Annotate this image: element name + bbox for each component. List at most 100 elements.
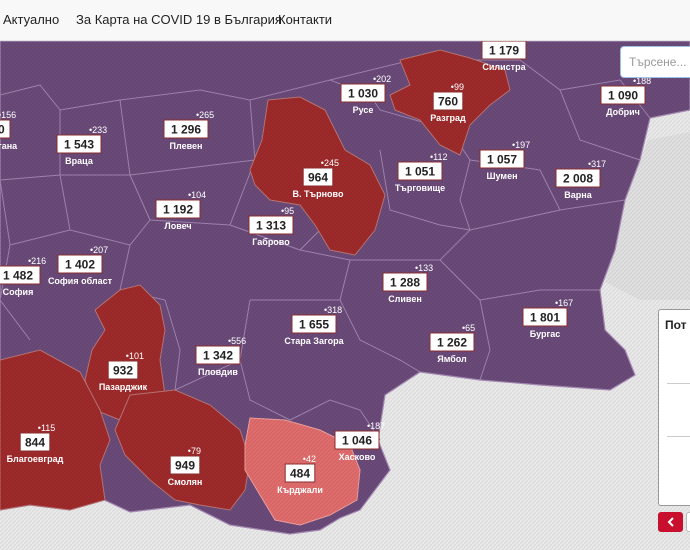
active-cases-value: 1 402 (65, 258, 95, 272)
active-cases-value: 1 313 (256, 219, 286, 233)
value-box (107, 360, 139, 380)
new-cases-value: •104 (188, 190, 206, 200)
new-cases-value: •167 (555, 298, 573, 308)
region-label[interactable]: 1 342 •556 Пловдив (195, 336, 246, 377)
value-box (397, 161, 443, 181)
region-name: Хасково (339, 452, 376, 462)
active-cases-value: 00 (0, 123, 5, 137)
region-label[interactable]: 1 192 •104 Ловеч (155, 190, 206, 231)
new-cases-value: •95 (281, 206, 294, 216)
region-name: Пазарджик (99, 382, 148, 392)
value-box (382, 272, 428, 292)
region-name: В. Търново (293, 189, 344, 199)
region-label[interactable]: 1 482 •216 София (0, 256, 46, 297)
region-label[interactable]: 1 296 •265 Плевен (163, 110, 214, 151)
info-panel: Пот (658, 309, 690, 506)
region-label[interactable]: 2 008 •317 Варна (555, 159, 606, 200)
nav-link-about-map[interactable]: За Карта на COVID 19 в България (76, 12, 282, 27)
active-cases-value: 1 030 (348, 87, 378, 101)
region-label[interactable]: 1 262 •65 Ямбол (429, 323, 475, 364)
value-box (56, 134, 102, 154)
active-cases-value: 1 179 (489, 44, 519, 58)
region-label[interactable]: 1 090 •188 Добрич (600, 76, 651, 117)
region-label[interactable]: 1 046 •187 Хасково (334, 421, 385, 462)
new-cases-value: •112 (430, 152, 448, 162)
new-cases-value: •556 (228, 336, 246, 346)
active-cases-value: 1 342 (203, 349, 233, 363)
top-navigation: Актуално За Карта на COVID 19 в България… (0, 0, 690, 41)
chevron-left-icon (667, 517, 674, 527)
value-box (334, 430, 380, 450)
region-labels: 1 179•Силистра 1 030 •202 Русе 760 •99 Разград… (0, 41, 651, 495)
region-label[interactable]: 760 •99 Разград (430, 82, 466, 123)
region-name: Враца (65, 156, 94, 166)
region-name: Добрич (606, 107, 640, 117)
region-label[interactable]: 1 288 •133 Сливен (382, 263, 433, 304)
active-cases-value: 1 543 (64, 138, 94, 152)
region-label[interactable]: 1 179•Силистра (481, 41, 527, 72)
value-box (169, 455, 201, 475)
region-label[interactable]: 484 •42 Кърджали (277, 454, 323, 495)
active-cases-value: 1 262 (437, 336, 467, 350)
previous-button[interactable] (658, 512, 683, 532)
region-name: Монтана (0, 141, 18, 151)
new-cases-value: •99 (451, 82, 464, 92)
panel-divider (667, 383, 690, 384)
region-label[interactable]: 1 057 •197 Шумен (479, 140, 530, 181)
next-button[interactable] (686, 512, 690, 532)
new-cases-value: •65 (462, 323, 475, 333)
value-box (340, 83, 386, 103)
region-name: Пловдив (198, 367, 238, 377)
value-box (163, 119, 209, 139)
region-label[interactable]: 964 •245 В. Търново (293, 158, 344, 199)
value-box (522, 307, 568, 327)
value-box (284, 463, 316, 483)
region-name: Ловеч (164, 221, 191, 231)
region-label[interactable]: 949 •79 Смолян (168, 446, 203, 487)
nav-link-contacts[interactable]: Контакти (278, 12, 333, 27)
search-input[interactable] (620, 46, 690, 78)
active-cases-value: 1 288 (390, 276, 420, 290)
panel-divider (667, 436, 690, 437)
panel-title: Пот (665, 318, 687, 332)
region-label[interactable]: 1 655 •318 Стара Загора (284, 305, 344, 346)
region-label[interactable]: 00 •156 Монтана (0, 110, 18, 151)
region-label[interactable]: 844 •115 Благоевград (7, 423, 64, 464)
region-label[interactable]: 1 543 •233 Враца (56, 125, 107, 166)
region-label[interactable]: 1 051 •112 Търговище (395, 152, 448, 193)
active-cases-value: 1 051 (405, 165, 435, 179)
active-cases-value: 2 008 (563, 172, 593, 186)
active-cases-value: 1 090 (608, 89, 638, 103)
value-box (0, 119, 11, 139)
region-name: Шумен (486, 171, 517, 181)
value-box (155, 199, 201, 219)
new-cases-value: •207 (90, 245, 108, 255)
region-label[interactable]: 1 402 •207 София област (48, 245, 113, 286)
region-label[interactable]: 932 •101 Пазарджик (99, 351, 148, 392)
region-name: Бургас (530, 329, 561, 339)
region-label[interactable]: 1 030 •202 Русе (340, 74, 391, 115)
region-label[interactable]: 1 801 •167 Бургас (522, 298, 573, 339)
new-cases-value: •188 (633, 76, 651, 86)
region-name: Смолян (168, 477, 203, 487)
region-name: Ямбол (437, 354, 467, 364)
region-name: Кърджали (277, 485, 323, 495)
value-box (248, 215, 294, 235)
active-cases-value: 1 296 (171, 123, 201, 137)
region-name: София (3, 287, 34, 297)
active-cases-value: 760 (438, 95, 458, 109)
active-cases-value: 1 192 (163, 203, 193, 217)
value-box (481, 41, 527, 60)
new-cases-value: •42 (303, 454, 316, 464)
nav-link-news[interactable]: Актуално (3, 12, 60, 27)
active-cases-value: 964 (308, 171, 328, 185)
active-cases-value: 484 (290, 467, 310, 481)
region-label[interactable]: 1 313 •95 Габрово (248, 206, 294, 247)
covid-map[interactable]: 1 179•Силистра 1 030 •202 Русе 760 •99 Разград… (0, 41, 690, 550)
value-box (19, 432, 51, 452)
new-cases-value: •79 (188, 446, 201, 456)
map-svg[interactable]: 1 179•Силистра 1 030 •202 Русе 760 •99 Разград… (0, 41, 690, 550)
new-cases-value: •318 (324, 305, 342, 315)
active-cases-value: 949 (175, 459, 195, 473)
region-name: Силистра (482, 62, 526, 72)
